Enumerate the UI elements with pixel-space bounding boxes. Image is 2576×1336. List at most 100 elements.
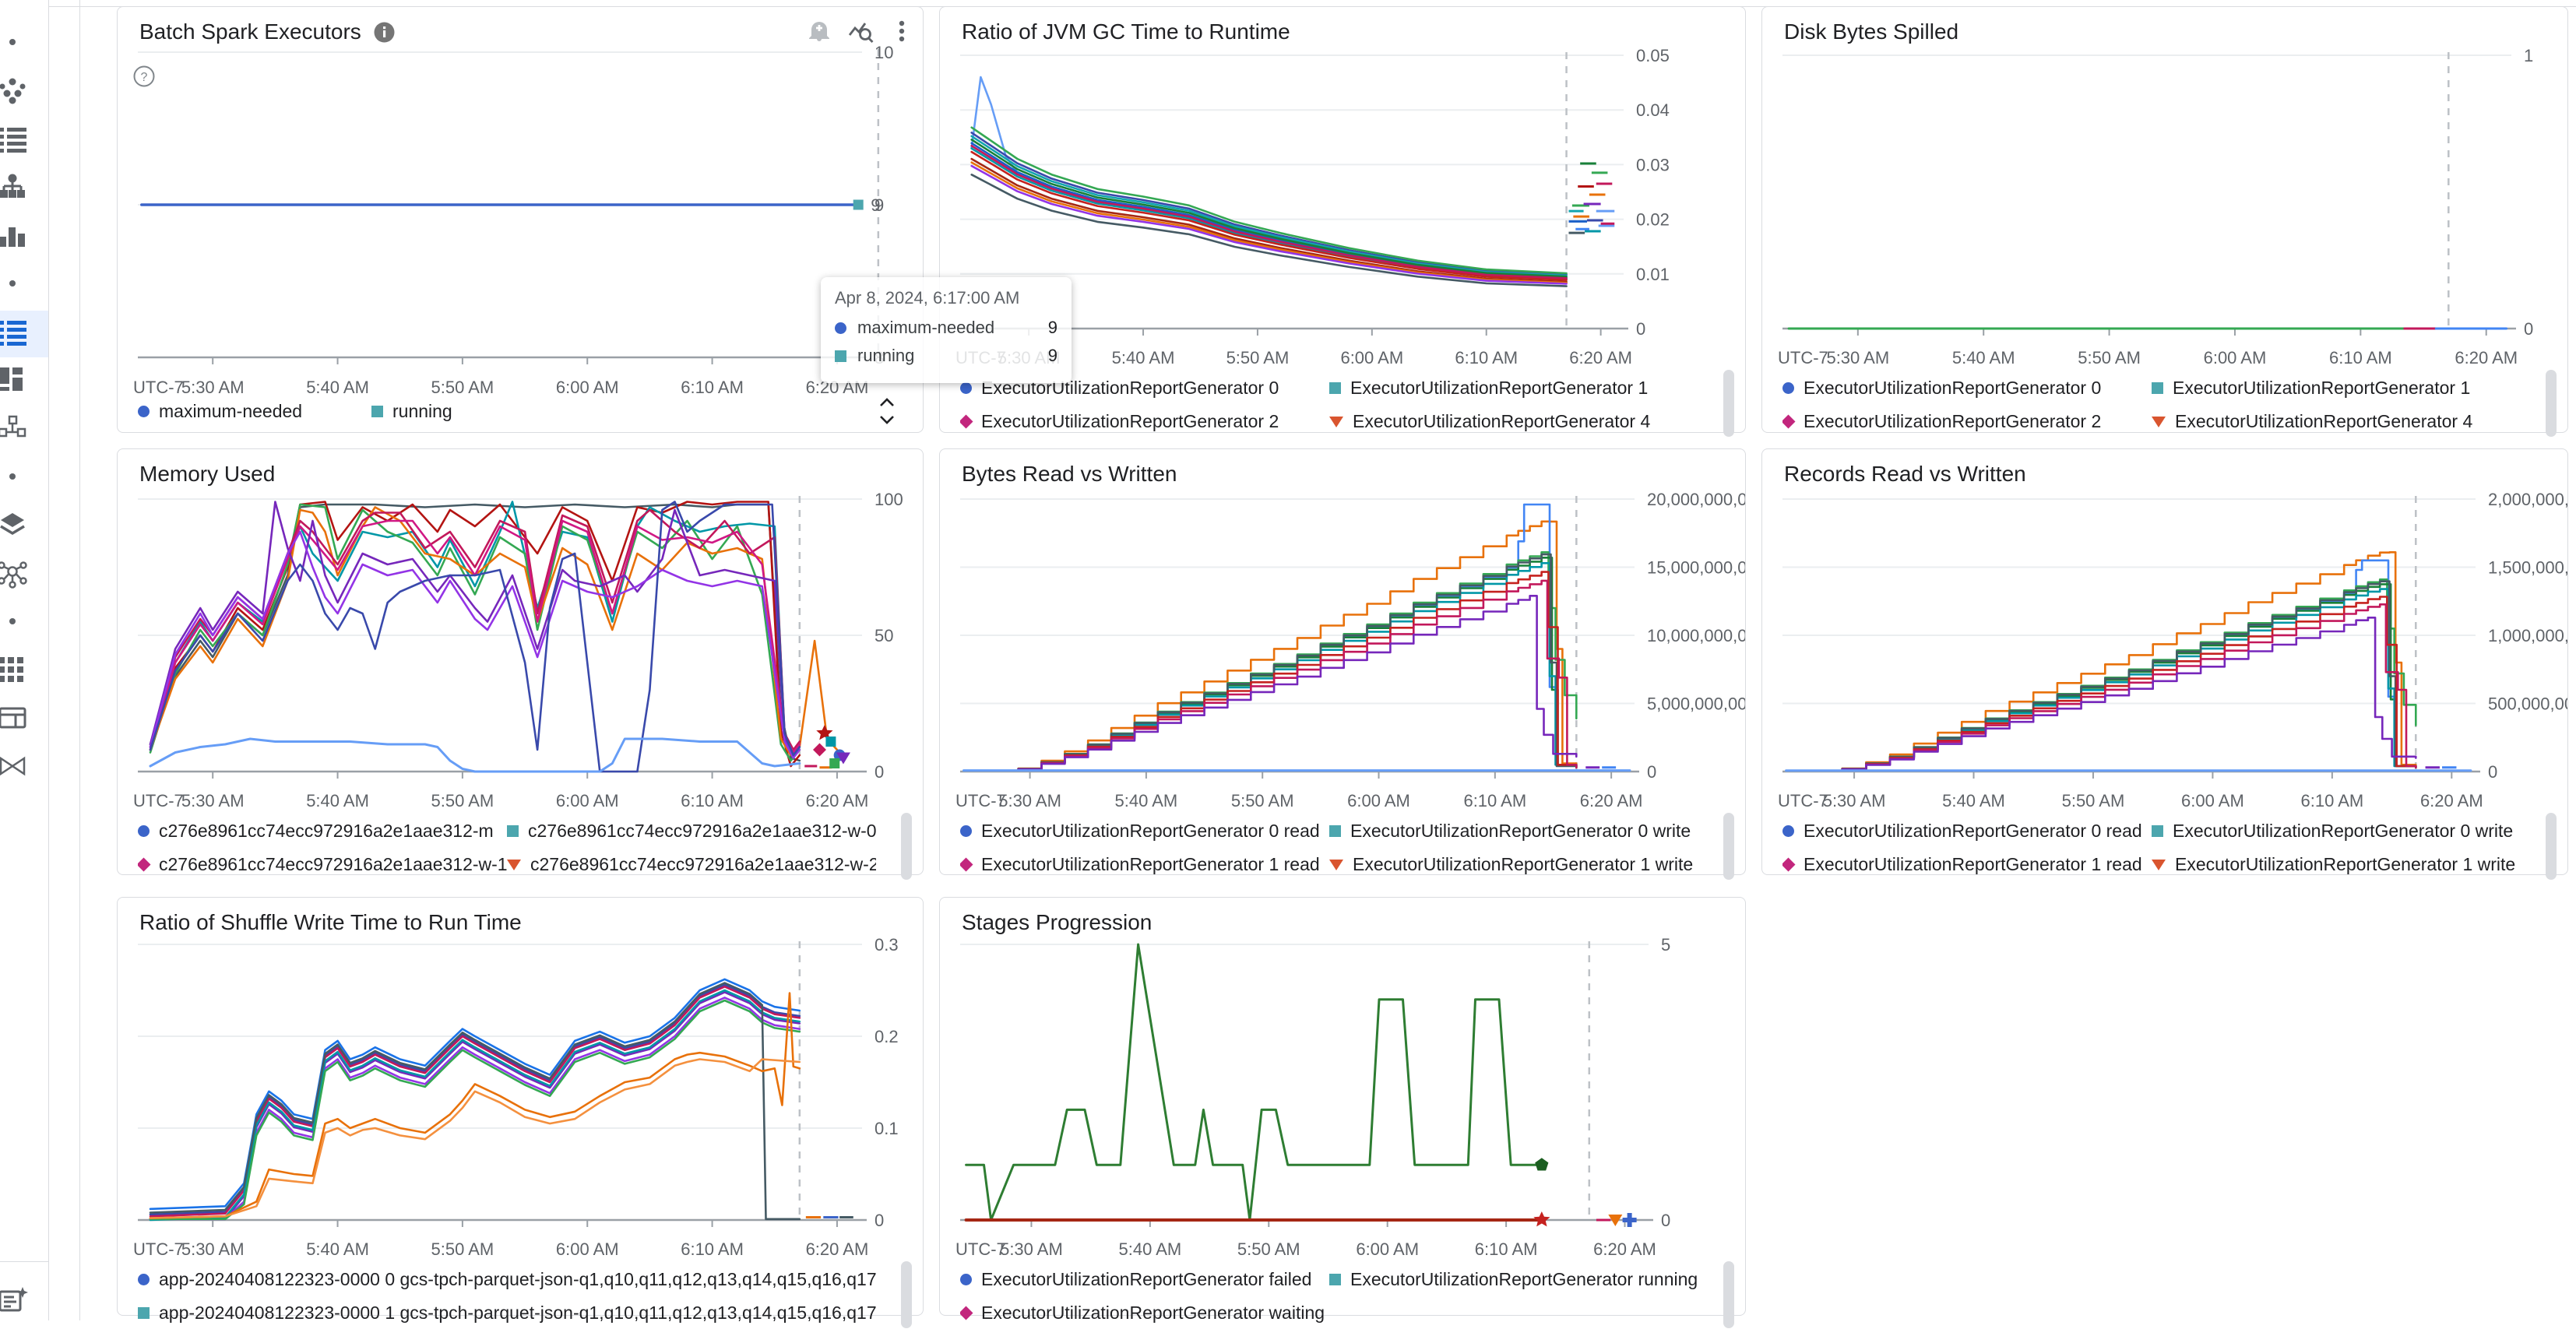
legend-label: ExecutorUtilizationReportGenerator 0 wri…	[2173, 821, 2513, 842]
sidebar-item[interactable]	[0, 166, 48, 213]
sidebar-item[interactable]	[0, 504, 48, 550]
legend-diamond-icon	[960, 1306, 973, 1320]
svg-text:5:30 AM: 5:30 AM	[181, 378, 245, 397]
svg-text:500,000,000: 500,000,000	[2488, 694, 2567, 714]
legend-item[interactable]: ExecutorUtilizationReportGenerator 1	[2152, 378, 2521, 399]
legend-scrollbar[interactable]	[2546, 813, 2557, 880]
legend-item[interactable]: ExecutorUtilizationReportGenerator runni…	[1329, 1269, 1698, 1290]
dots-grid-icon	[0, 656, 28, 689]
legend-item[interactable]: ExecutorUtilizationReportGenerator 1 wri…	[2152, 854, 2521, 875]
legend-item[interactable]: ExecutorUtilizationReportGenerator 2	[1782, 411, 2152, 432]
svg-text:6:10 AM: 6:10 AM	[2329, 348, 2392, 367]
sidebar-item[interactable]	[0, 69, 48, 116]
legend-label: ExecutorUtilizationReportGenerator 0 wri…	[1350, 821, 1691, 842]
legend-label: ExecutorUtilizationReportGenerator 1 wri…	[1353, 854, 1693, 875]
legend-item[interactable]: c276e8961cc74ecc972916a2e1aae312-m	[138, 821, 507, 842]
svg-text:5:30 AM: 5:30 AM	[181, 791, 245, 810]
legend-item[interactable]: c276e8961cc74ecc972916a2e1aae312-w-0	[507, 821, 876, 842]
legend-item[interactable]: ExecutorUtilizationReportGenerator 0	[1782, 378, 2152, 399]
legend-diamond-icon	[960, 414, 973, 428]
sidebar-item[interactable]	[0, 455, 48, 502]
svg-text:0: 0	[1661, 1211, 1670, 1230]
series-end-marker	[825, 737, 836, 747]
sidebar-item[interactable]	[0, 359, 48, 406]
legend-label: ExecutorUtilizationReportGenerator faile…	[981, 1269, 1311, 1290]
legend-scrollbar[interactable]	[901, 813, 912, 880]
sidebar-item[interactable]	[0, 407, 48, 454]
sidebar-item[interactable]	[0, 745, 48, 792]
legend-item[interactable]: ExecutorUtilizationReportGenerator 0 wri…	[1329, 821, 1698, 842]
legend-scrollbar[interactable]	[2546, 370, 2557, 437]
legend-item[interactable]: ExecutorUtilizationReportGenerator 1 wri…	[1329, 854, 1698, 875]
svg-text:6:20 AM: 6:20 AM	[1580, 791, 1643, 810]
dot-icon	[0, 462, 28, 496]
sidebar-item[interactable]	[0, 649, 48, 695]
chart-card-executors: Batch Spark Executors?10989UTC-75:30 AM5…	[117, 6, 924, 433]
sidebar-item[interactable]	[0, 697, 48, 744]
svg-text:5,000,000,000: 5,000,000,000	[1647, 694, 1745, 714]
legend-label: maximum-needed	[159, 401, 302, 422]
svg-text:5:30 AM: 5:30 AM	[1823, 791, 1886, 810]
dot-icon	[0, 269, 28, 303]
legend-label: c276e8961cc74ecc972916a2e1aae312-w-2	[530, 854, 876, 875]
svg-text:0: 0	[1647, 762, 1656, 782]
legend-diamond-icon	[960, 857, 973, 871]
legend-label: c276e8961cc74ecc972916a2e1aae312-w-1	[159, 854, 507, 875]
legend-scrollbar[interactable]	[901, 1261, 912, 1328]
legend-circle-icon	[960, 825, 972, 837]
svg-text:0: 0	[2488, 762, 2497, 782]
legend-circle-icon	[960, 382, 972, 394]
legend-expand-control[interactable]	[876, 393, 898, 434]
sidebar-item[interactable]	[0, 21, 48, 68]
legend-item[interactable]: c276e8961cc74ecc972916a2e1aae312-w-2	[507, 854, 876, 875]
legend-label: ExecutorUtilizationReportGenerator 2	[1804, 411, 2101, 432]
legend-circle-icon	[138, 406, 150, 417]
legend-item[interactable]: app-20240408122323-0000 0 gcs-tpch-parqu…	[138, 1269, 876, 1290]
legend-item[interactable]: ExecutorUtilizationReportGenerator 4	[2152, 411, 2521, 432]
legend-item[interactable]: ExecutorUtilizationReportGenerator 0 wri…	[2152, 821, 2521, 842]
sidebar-item[interactable]	[0, 552, 48, 599]
legend-item[interactable]: ExecutorUtilizationReportGenerator 1	[1329, 378, 1698, 399]
legend-triangle-icon	[2152, 860, 2166, 870]
legend-circle-icon	[1782, 825, 1794, 837]
legend-scrollbar[interactable]	[1723, 813, 1734, 880]
svg-text:0.1: 0.1	[875, 1119, 899, 1138]
tooltip-timestamp: Apr 8, 2024, 6:17:00 AM	[835, 288, 1057, 308]
legend-scrollbar[interactable]	[1723, 370, 1734, 437]
sidebar-item[interactable]	[0, 214, 48, 261]
legend-item[interactable]: c276e8961cc74ecc972916a2e1aae312-w-1	[138, 854, 507, 875]
tooltip-row: maximum-needed 9	[835, 318, 1057, 338]
svg-text:5:50 AM: 5:50 AM	[2062, 791, 2125, 810]
legend-label: app-20240408122323-0000 0 gcs-tpch-parqu…	[159, 1269, 876, 1290]
legend-item[interactable]: running	[371, 401, 605, 422]
legend-scrollbar[interactable]	[1723, 1261, 1734, 1328]
series-end-marker	[853, 200, 864, 210]
legend-item[interactable]: ExecutorUtilizationReportGenerator faile…	[960, 1269, 1329, 1290]
legend-label: ExecutorUtilizationReportGenerator 4	[2175, 411, 2472, 432]
legend-item[interactable]: ExecutorUtilizationReportGenerator 0 rea…	[960, 821, 1329, 842]
legend-item[interactable]: ExecutorUtilizationReportGenerator 2	[960, 411, 1329, 432]
svg-text:5:40 AM: 5:40 AM	[1942, 791, 2005, 810]
sidebar-item[interactable]	[0, 262, 48, 309]
legend-item[interactable]: maximum-needed	[138, 401, 371, 422]
legend-item[interactable]: ExecutorUtilizationReportGenerator 1 rea…	[960, 854, 1329, 875]
sidebar-feedback-button[interactable]	[0, 1278, 48, 1320]
svg-text:5:50 AM: 5:50 AM	[431, 378, 494, 397]
legend-item[interactable]: ExecutorUtilizationReportGenerator 4	[1329, 411, 1698, 432]
sidebar-item[interactable]	[0, 311, 48, 357]
series-end-marker	[1535, 1158, 1548, 1170]
sidebar-item[interactable]	[0, 118, 48, 164]
legend-item[interactable]: ExecutorUtilizationReportGenerator 0 rea…	[1782, 821, 2152, 842]
legend-item[interactable]: ExecutorUtilizationReportGenerator 1 rea…	[1782, 854, 2152, 875]
tree-icon	[0, 173, 28, 206]
dot-icon	[0, 28, 28, 62]
series-end-marker	[1533, 1211, 1550, 1226]
chart-canvas-records: 2,000,000,0001,500,000,0001,000,000,0005…	[1762, 449, 2567, 874]
svg-text:6:00 AM: 6:00 AM	[556, 791, 619, 810]
sidebar-item[interactable]	[0, 600, 48, 647]
svg-text:0.03: 0.03	[1636, 155, 1670, 174]
